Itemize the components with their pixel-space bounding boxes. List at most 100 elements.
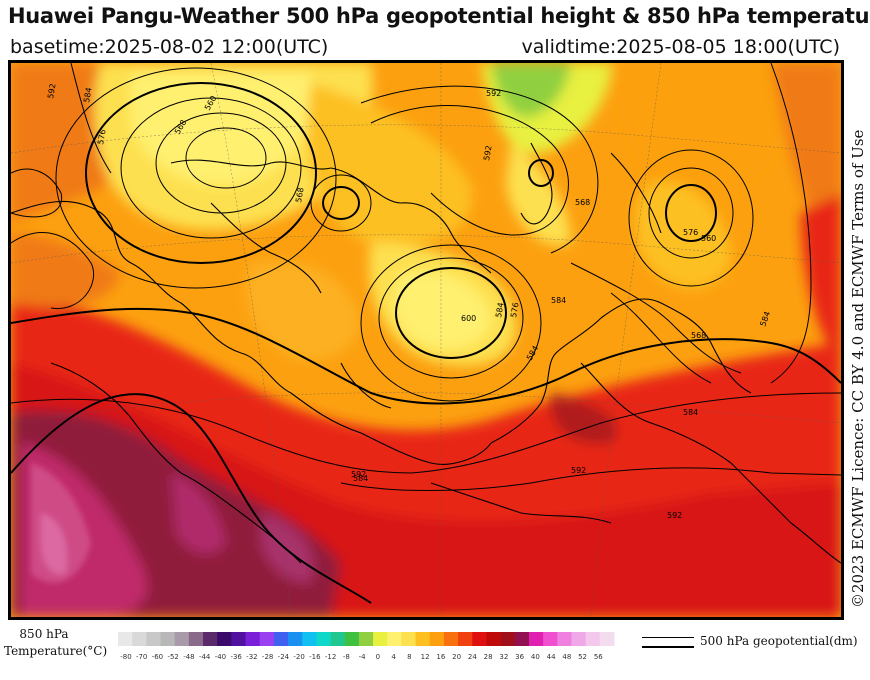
color-swatch	[415, 632, 431, 646]
scale-tick-label: -80	[120, 653, 131, 661]
color-swatch	[514, 632, 530, 646]
coastlines	[11, 142, 841, 564]
thin-contour-swatch	[642, 637, 694, 638]
contour-label: 592	[351, 470, 366, 479]
contour-label: 584	[551, 296, 566, 305]
scale-tick-label: -70	[136, 653, 147, 661]
temperature-legend-label: 850 hPa Temperature(°C)	[4, 626, 108, 660]
contour-label: 576	[683, 228, 698, 237]
color-swatch	[429, 632, 445, 646]
contour-label: 584	[494, 302, 506, 319]
scale-tick-label: -24	[278, 653, 290, 661]
scale-tick-label: 40	[531, 653, 540, 661]
contour-key-label: 500 hPa geopotential(dm)	[700, 634, 858, 648]
color-swatch	[132, 632, 147, 646]
scale-tick-label: -20	[293, 653, 304, 661]
contour-label: 576	[509, 302, 521, 319]
temperature-field	[11, 63, 841, 617]
scale-tick-label: -36	[230, 653, 242, 661]
scale-tick-label: -48	[183, 653, 194, 661]
contour-label: 584	[683, 408, 698, 417]
scale-tick-label: -60	[152, 653, 163, 661]
license-credit: ©2023 ECMWF Licence: CC BY 4.0 and ECMWF…	[849, 129, 867, 608]
contour-label: 560	[701, 234, 716, 243]
color-swatch	[344, 632, 360, 646]
contour-label: 592	[667, 511, 682, 520]
color-swatch	[330, 632, 346, 646]
contour-label: 592	[486, 89, 501, 98]
scale-tick-label: -44	[199, 653, 211, 661]
scale-tick-label: 16	[436, 653, 445, 661]
color-swatch	[188, 632, 204, 646]
color-swatch	[571, 632, 587, 646]
scale-tick-label: 20	[452, 653, 461, 661]
color-swatch	[599, 632, 615, 646]
scale-tick-label: -32	[246, 653, 257, 661]
scale-tick-label: -12	[325, 653, 336, 661]
color-swatch	[302, 632, 317, 646]
color-swatch	[543, 632, 558, 646]
color-swatch	[217, 632, 232, 646]
color-swatch	[373, 632, 388, 646]
color-swatch	[231, 632, 246, 646]
scale-tick-label: 4	[391, 653, 396, 661]
weather-map: 592 584 576 568 560 568 592 592 584 576 …	[8, 60, 844, 620]
contour-label: 584	[82, 87, 94, 104]
color-swatch	[458, 632, 473, 646]
color-swatch	[259, 632, 275, 646]
contour-label: 568	[575, 198, 590, 207]
color-swatch	[174, 632, 190, 646]
scale-tick-label: -28	[262, 653, 273, 661]
chart-title: Huawei Pangu-Weather 500 hPa geopotentia…	[8, 4, 870, 28]
contour-label: 568	[294, 187, 306, 204]
contour-label: 592	[46, 83, 58, 100]
color-swatch	[273, 632, 289, 646]
color-swatch	[557, 632, 572, 646]
legend-label-unit: Temperature(°C)	[4, 644, 108, 658]
color-swatch	[160, 632, 176, 646]
scale-tick-label: 0	[376, 653, 380, 661]
legend-label-level: 850 hPa	[19, 627, 69, 641]
contour-label: 600	[461, 314, 476, 323]
geopotential-contours	[11, 63, 841, 604]
color-swatch	[486, 632, 502, 646]
color-swatch	[500, 632, 516, 646]
scale-tick-label: 32	[499, 653, 508, 661]
color-swatch	[316, 632, 331, 646]
scale-tick-label: -52	[167, 653, 178, 661]
thick-contour-swatch	[642, 646, 694, 648]
basetime-label: basetime:2025-08-02 12:00(UTC)	[10, 36, 329, 58]
color-swatch	[203, 632, 218, 646]
color-swatch	[472, 632, 487, 646]
scale-tick-label: 8	[407, 653, 411, 661]
scale-tick-label: -16	[309, 653, 321, 661]
color-swatch	[245, 632, 261, 646]
color-swatch	[358, 632, 374, 646]
validtime-label: validtime:2025-08-05 18:00(UTC)	[521, 36, 840, 58]
map-canvas: 592 584 576 568 560 568 592 592 584 576 …	[11, 63, 841, 617]
scale-tick-label: 48	[562, 653, 571, 661]
contour-label: 584	[353, 474, 368, 483]
scale-tick-label: -40	[215, 653, 226, 661]
contour-key: 500 hPa geopotential(dm)	[638, 634, 868, 664]
color-swatch	[118, 632, 133, 646]
contour-label: 568	[691, 331, 706, 340]
scale-tick-label: 28	[484, 653, 493, 661]
scale-tick-label: 24	[468, 653, 477, 661]
color-swatch	[387, 632, 402, 646]
contour-label: 592	[571, 466, 586, 475]
scale-tick-label: 56	[594, 653, 603, 661]
color-swatch	[146, 632, 161, 646]
color-swatch	[528, 632, 544, 646]
scale-tick-label: -8	[343, 653, 350, 661]
scale-tick-label: 12	[421, 653, 430, 661]
color-swatch	[401, 632, 416, 646]
scale-tick-label: -4	[359, 653, 367, 661]
graticule	[11, 63, 841, 617]
scale-tick-label: 44	[547, 653, 556, 661]
color-swatch	[288, 632, 303, 646]
contour-label: 576	[96, 129, 108, 146]
temperature-color-scale: -80 -70 -60 -52 -48 -44 -40 -36 -32 -28 -24 -20 -16-…	[118, 632, 615, 661]
contour-label: 592	[482, 145, 494, 162]
scale-tick-label: 36	[515, 653, 524, 661]
